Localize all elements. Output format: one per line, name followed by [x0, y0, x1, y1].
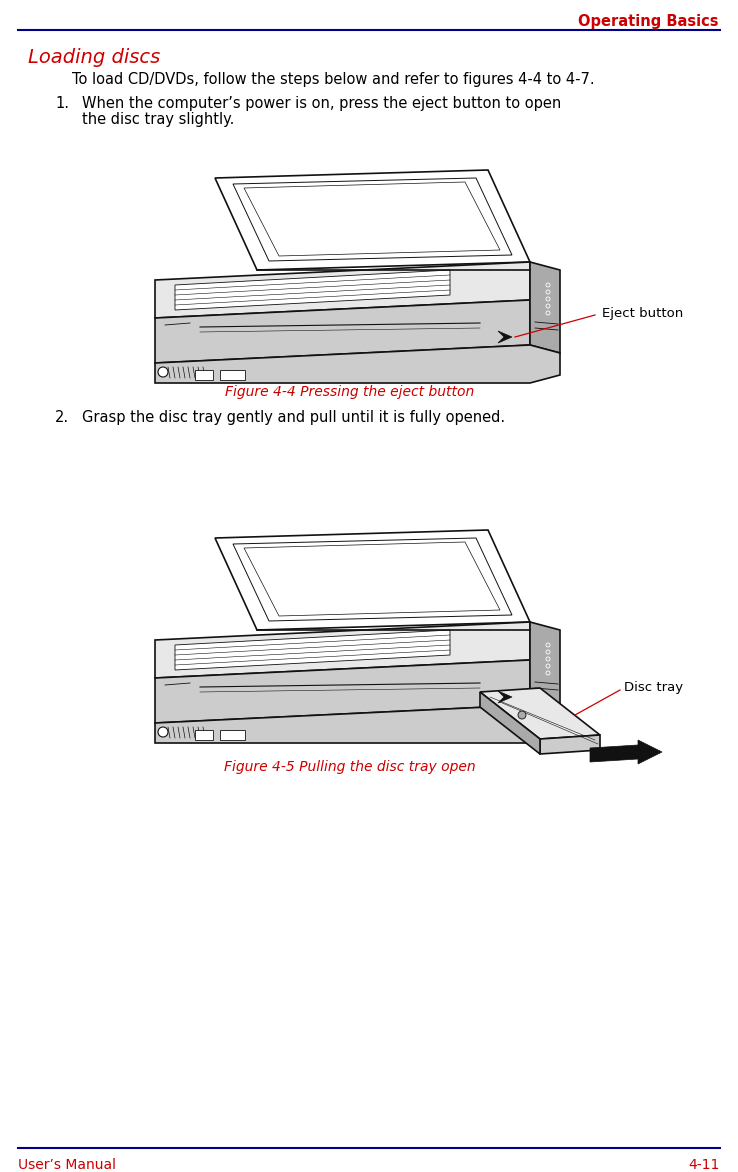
Polygon shape: [498, 331, 512, 343]
Polygon shape: [215, 530, 530, 631]
Polygon shape: [480, 688, 600, 740]
Circle shape: [518, 711, 526, 718]
Polygon shape: [155, 622, 530, 677]
Bar: [220, 370, 245, 380]
Text: the disc tray slightly.: the disc tray slightly.: [82, 113, 235, 127]
Polygon shape: [155, 263, 530, 318]
Text: User’s Manual: User’s Manual: [18, 1158, 116, 1172]
Text: Eject button: Eject button: [602, 307, 683, 320]
Circle shape: [158, 367, 168, 377]
Text: Figure 4-4 Pressing the eject button: Figure 4-4 Pressing the eject button: [225, 384, 475, 398]
Polygon shape: [540, 735, 600, 754]
Bar: [220, 730, 245, 740]
Polygon shape: [233, 178, 512, 261]
Polygon shape: [530, 263, 560, 353]
Bar: [195, 730, 213, 740]
Polygon shape: [244, 182, 500, 255]
Polygon shape: [244, 541, 500, 616]
Text: Loading discs: Loading discs: [28, 48, 160, 67]
Polygon shape: [155, 660, 530, 723]
Text: Grasp the disc tray gently and pull until it is fully opened.: Grasp the disc tray gently and pull unti…: [82, 410, 505, 425]
Text: Operating Basics: Operating Basics: [578, 14, 718, 29]
Polygon shape: [155, 345, 560, 383]
Text: 4-11: 4-11: [689, 1158, 720, 1172]
Polygon shape: [480, 691, 540, 754]
Polygon shape: [175, 631, 450, 670]
Polygon shape: [498, 691, 512, 703]
Text: 1.: 1.: [55, 96, 69, 111]
Polygon shape: [215, 170, 530, 270]
Polygon shape: [175, 270, 450, 311]
Polygon shape: [530, 622, 560, 713]
Polygon shape: [233, 538, 512, 621]
Polygon shape: [590, 740, 662, 764]
Text: 2.: 2.: [55, 410, 69, 425]
Circle shape: [158, 727, 168, 737]
Text: Figure 4-5 Pulling the disc tray open: Figure 4-5 Pulling the disc tray open: [224, 759, 476, 774]
Text: Disc tray: Disc tray: [624, 681, 683, 695]
Polygon shape: [155, 300, 530, 363]
Text: When the computer’s power is on, press the eject button to open: When the computer’s power is on, press t…: [82, 96, 562, 111]
Bar: [195, 370, 213, 380]
Text: To load CD/DVDs, follow the steps below and refer to figures 4-4 to 4-7.: To load CD/DVDs, follow the steps below …: [72, 71, 595, 87]
Polygon shape: [155, 706, 560, 743]
